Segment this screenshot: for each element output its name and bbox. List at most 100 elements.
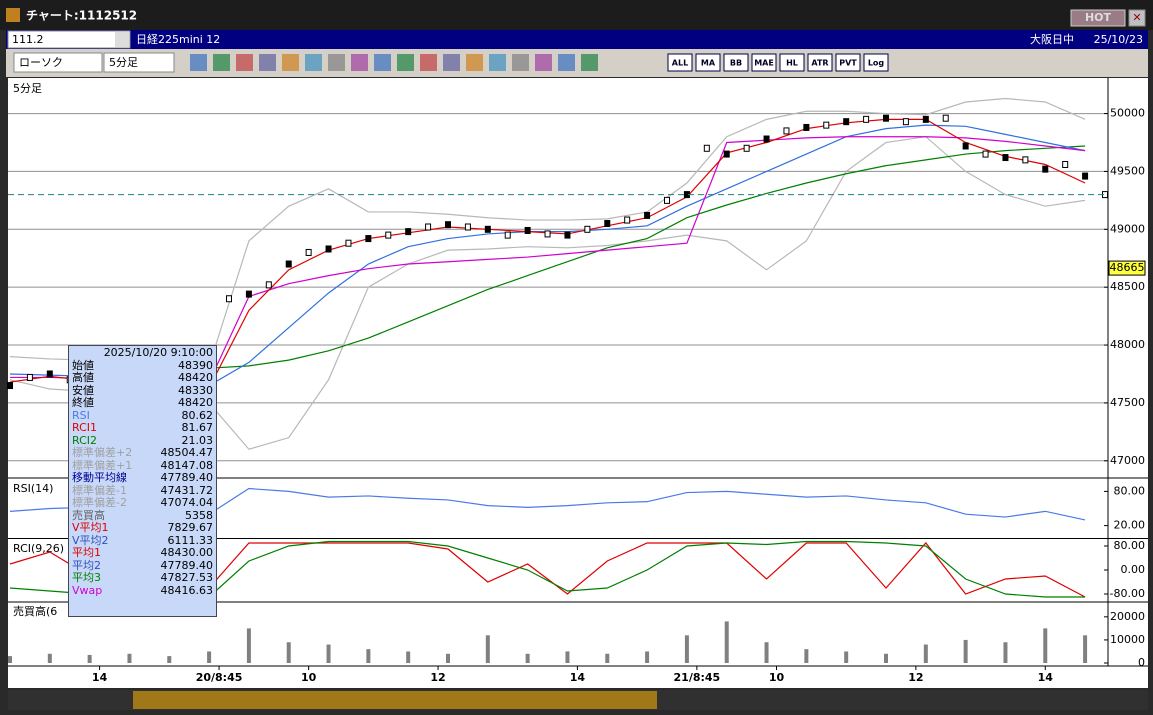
tool-icon[interactable] xyxy=(236,54,253,71)
tool-button[interactable] xyxy=(807,53,833,72)
tool-icon[interactable] xyxy=(282,54,299,71)
y-tick-label: 0.00 xyxy=(1121,563,1146,576)
price-mark xyxy=(46,370,53,378)
price-mark xyxy=(445,221,451,229)
info-value: 48504.47 xyxy=(160,446,214,459)
info-label: 標準偏差+2 xyxy=(72,446,133,459)
tool-icon[interactable] xyxy=(535,54,552,71)
close-button[interactable] xyxy=(1128,9,1146,27)
tool-icon[interactable] xyxy=(512,54,529,71)
volume-bar xyxy=(963,639,968,663)
price-mark xyxy=(863,115,870,123)
info-value: 47074.04 xyxy=(160,496,214,509)
info-label: RSI xyxy=(72,408,90,422)
tool-icon[interactable] xyxy=(328,54,345,71)
app-icon xyxy=(6,8,20,22)
tool-icon[interactable] xyxy=(466,54,483,71)
price-mark xyxy=(305,248,312,256)
combo-arrow[interactable] xyxy=(115,32,129,47)
info-row: 標準偏差+2 48504.47 xyxy=(72,446,214,460)
panel-title: RCI(9,26) xyxy=(13,542,64,555)
x-tick-label: 10 xyxy=(301,671,317,684)
price-mark xyxy=(464,223,471,231)
chart-type-combo[interactable] xyxy=(13,52,103,73)
tool-button[interactable] xyxy=(723,53,749,72)
interval-combo[interactable] xyxy=(103,52,175,73)
price-mark xyxy=(405,228,412,236)
info-row: V平均1 7829.67 xyxy=(72,521,213,535)
volume-bar xyxy=(684,635,689,663)
price-mark xyxy=(783,127,790,135)
x-tick-label: 12 xyxy=(430,671,445,684)
volume-bar xyxy=(645,651,650,663)
scroll-thumb[interactable] xyxy=(133,691,657,709)
info-value: 5358 xyxy=(185,508,213,522)
tool-button-label: HL xyxy=(786,59,798,68)
info-value: 6111.33 xyxy=(167,533,214,547)
tool-button[interactable] xyxy=(863,53,889,72)
price-mark xyxy=(245,290,252,298)
tool-icon[interactable] xyxy=(259,54,276,71)
info-row: RSI 80.62 xyxy=(72,408,213,423)
chart-type: ローソク xyxy=(19,56,63,69)
price-mark xyxy=(484,225,491,233)
info-box: 2025/10/20 9:10:00 始値 48390 高値 48420 安値 48330 終… xyxy=(68,345,217,617)
info-label: 高値 xyxy=(72,371,94,384)
market: 大阪日中 xyxy=(1030,32,1074,46)
info-row: 高値 48420 xyxy=(72,371,213,385)
info-label: RCI1 xyxy=(72,421,98,434)
tool-button[interactable] xyxy=(667,53,693,72)
volume-bar xyxy=(246,628,251,663)
info-label: 売買高 xyxy=(72,508,105,522)
tool-icon[interactable] xyxy=(420,54,437,71)
tool-icon[interactable] xyxy=(558,54,575,71)
volume-bar xyxy=(326,644,331,663)
close-icon: ✕ xyxy=(1132,11,1141,24)
tool-button[interactable] xyxy=(695,53,721,72)
info-row: 標準偏差-2 47074.04 xyxy=(72,496,214,510)
info-value: 48420 xyxy=(178,371,213,384)
volume-bar xyxy=(844,651,849,663)
volume-bar xyxy=(167,656,172,663)
tool-button[interactable] xyxy=(835,53,861,72)
tool-button-label: ALL xyxy=(672,59,688,68)
price-mark xyxy=(1002,154,1009,162)
tool-icon[interactable] xyxy=(351,54,368,71)
price-mark xyxy=(564,231,571,239)
tool-icon[interactable] xyxy=(190,54,207,71)
x-tick-label: 14 xyxy=(92,671,108,684)
info-value: 47827.53 xyxy=(160,571,214,584)
tool-button[interactable] xyxy=(751,53,777,72)
price-mark xyxy=(26,373,33,381)
y-tick-label: 47500 xyxy=(1110,396,1145,409)
x-tick-label: 20/8:45 xyxy=(196,671,243,684)
x-tick-label: 14 xyxy=(1038,671,1054,684)
price-mark xyxy=(365,235,372,243)
info-value: 47431.72 xyxy=(160,483,214,497)
price-mark xyxy=(385,231,392,239)
hot-button[interactable] xyxy=(1070,9,1126,27)
price-mark xyxy=(823,121,830,129)
current-price: 48665 xyxy=(1110,261,1145,274)
tool-icon[interactable] xyxy=(581,54,598,71)
tool-icon[interactable] xyxy=(213,54,230,71)
volume-bar xyxy=(127,653,132,663)
code-combo[interactable] xyxy=(7,30,131,49)
y-tick-label: -80.00 xyxy=(1110,587,1145,600)
price-mark xyxy=(524,226,531,234)
tool-icon[interactable] xyxy=(489,54,506,71)
panel-title: 5分足 xyxy=(13,82,42,95)
info-value: 48147.08 xyxy=(160,458,214,472)
volume-bar xyxy=(923,644,928,663)
info-row: RCI2 21.03 xyxy=(72,434,213,448)
price-mark xyxy=(902,118,909,126)
tool-button[interactable] xyxy=(779,53,805,72)
window-title: チャート:1112512 xyxy=(26,9,137,23)
tool-icon[interactable] xyxy=(305,54,322,71)
price-mark xyxy=(962,142,969,150)
info-row: 平均3 47827.53 xyxy=(72,571,214,585)
tool-icon[interactable] xyxy=(397,54,414,71)
volume-bar xyxy=(1083,635,1088,663)
tool-icon[interactable] xyxy=(374,54,391,71)
tool-icon[interactable] xyxy=(443,54,460,71)
